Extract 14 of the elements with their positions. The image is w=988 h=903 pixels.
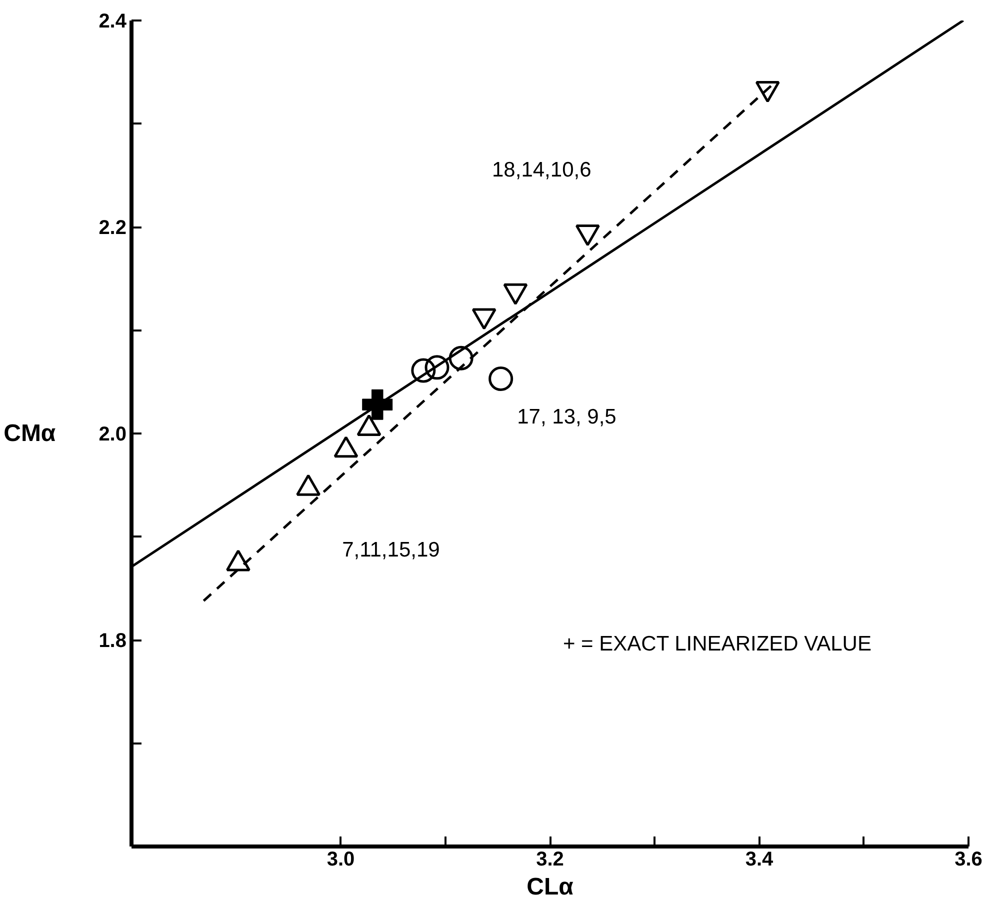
y-tick-label: 1.8 — [98, 630, 127, 652]
annotation: 18,14,10,6 — [492, 158, 592, 182]
x-axis-title: CLα — [526, 874, 574, 900]
x-tick-label: 3.0 — [326, 848, 355, 870]
annotation: 7,11,15,19 — [342, 538, 440, 562]
x-tick-label: 3.4 — [745, 848, 774, 870]
annotation: 17, 13, 9,5 — [517, 405, 616, 428]
y-tick-label: 2.0 — [98, 424, 127, 446]
annotation: + = EXACT LINEARIZED VALUE — [562, 632, 872, 656]
y-tick-label: 2.2 — [98, 217, 127, 239]
x-tick-label: 3.2 — [536, 848, 564, 870]
y-tick-label: 2.4 — [98, 10, 128, 32]
x-tick-label: 3.6 — [954, 848, 982, 870]
y-axis-title: CMα — [4, 420, 56, 447]
